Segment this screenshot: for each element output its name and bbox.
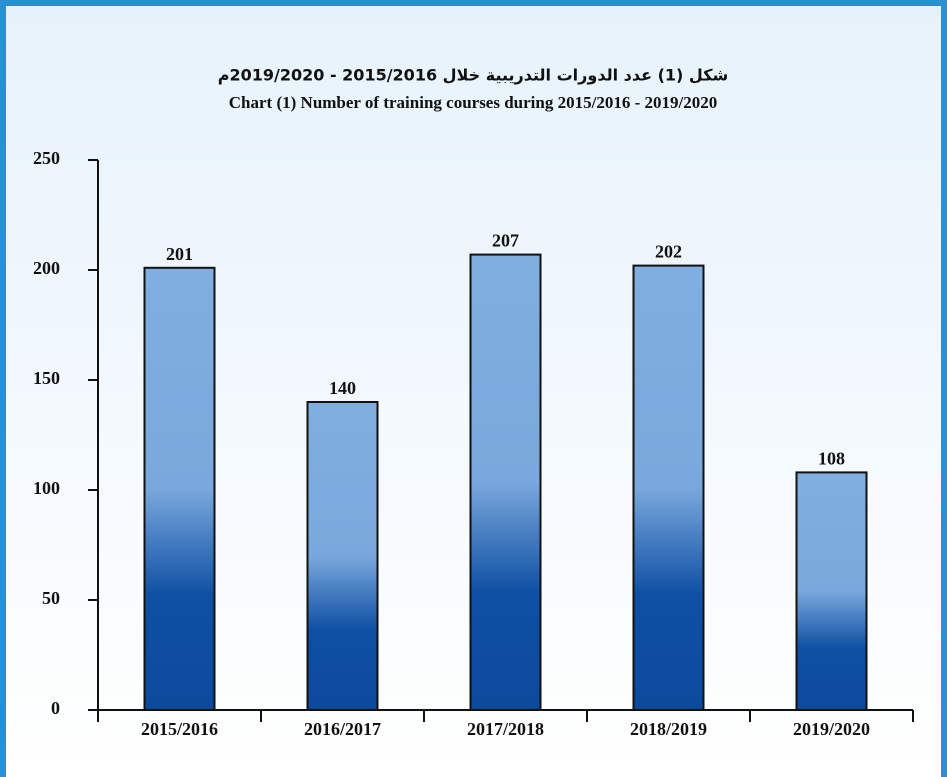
x-tick-label: 2018/2019 <box>630 719 707 739</box>
y-tick-label: 250 <box>33 148 60 168</box>
data-label: 207 <box>492 231 519 251</box>
data-label: 140 <box>329 378 356 398</box>
chart-title: شكل (1) عدد الدورات التدريبية خلال 2015/… <box>218 66 728 85</box>
bar <box>306 401 379 711</box>
y-tick-label: 100 <box>33 478 60 498</box>
x-tick-label: 2019/2020 <box>793 719 870 739</box>
y-tick-label: 50 <box>42 588 60 608</box>
bar <box>795 471 868 711</box>
bar <box>632 264 705 711</box>
bar <box>469 253 542 711</box>
x-tick-label: 2015/2016 <box>141 719 218 739</box>
data-label: 201 <box>166 244 193 264</box>
x-tick-label: 2016/2017 <box>304 719 381 739</box>
y-tick-label: 200 <box>33 258 60 278</box>
data-label: 108 <box>818 449 845 469</box>
y-tick-label: 0 <box>51 698 60 718</box>
bar <box>143 266 216 711</box>
data-label: 202 <box>655 242 682 262</box>
x-tick-label: 2017/2018 <box>467 719 544 739</box>
chart-subtitle: Chart (1) Number of training courses dur… <box>229 93 717 112</box>
y-tick-label: 150 <box>33 368 60 388</box>
